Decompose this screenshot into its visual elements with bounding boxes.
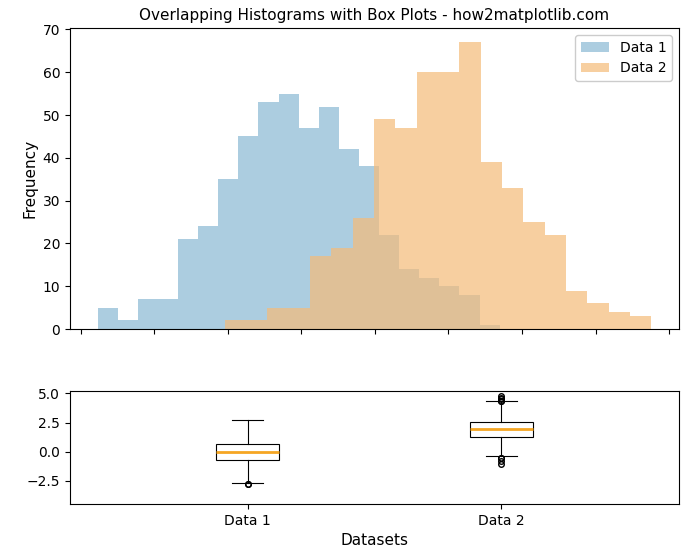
Bar	[353, 218, 374, 329]
Bar	[459, 295, 480, 329]
Bar	[310, 256, 331, 329]
Bar	[399, 269, 419, 329]
Bar	[198, 226, 218, 329]
Bar	[481, 162, 502, 329]
Bar	[339, 150, 359, 329]
Bar	[331, 248, 353, 329]
Bar	[630, 316, 651, 329]
Bar	[374, 119, 395, 329]
Bar	[545, 235, 566, 329]
Bar	[239, 137, 258, 329]
Bar	[158, 299, 178, 329]
Bar	[438, 72, 459, 329]
Bar	[587, 304, 608, 329]
Bar	[379, 235, 399, 329]
Bar	[246, 320, 267, 329]
Y-axis label: Frequency: Frequency	[22, 139, 37, 218]
Bar	[566, 291, 587, 329]
Bar	[359, 166, 379, 329]
Bar	[480, 325, 500, 329]
Bar	[218, 179, 239, 329]
Bar	[318, 106, 339, 329]
Legend: Data 1, Data 2: Data 1, Data 2	[575, 35, 672, 81]
Bar	[608, 312, 630, 329]
Bar	[98, 307, 118, 329]
Bar	[459, 43, 481, 329]
X-axis label: Datasets: Datasets	[340, 533, 409, 548]
Bar	[138, 299, 158, 329]
Bar	[440, 286, 459, 329]
Bar	[225, 320, 246, 329]
Bar	[299, 128, 318, 329]
PathPatch shape	[470, 422, 533, 437]
Title: Overlapping Histograms with Box Plots - how2matplotlib.com: Overlapping Histograms with Box Plots - …	[139, 8, 610, 22]
Bar	[524, 222, 545, 329]
Bar	[419, 278, 440, 329]
Bar	[258, 102, 279, 329]
Bar	[416, 72, 438, 329]
Bar	[502, 188, 524, 329]
Bar	[118, 320, 138, 329]
Bar	[267, 307, 288, 329]
Bar	[288, 307, 310, 329]
Bar	[178, 239, 198, 329]
Bar	[279, 94, 299, 329]
PathPatch shape	[216, 444, 279, 460]
Bar	[395, 128, 416, 329]
